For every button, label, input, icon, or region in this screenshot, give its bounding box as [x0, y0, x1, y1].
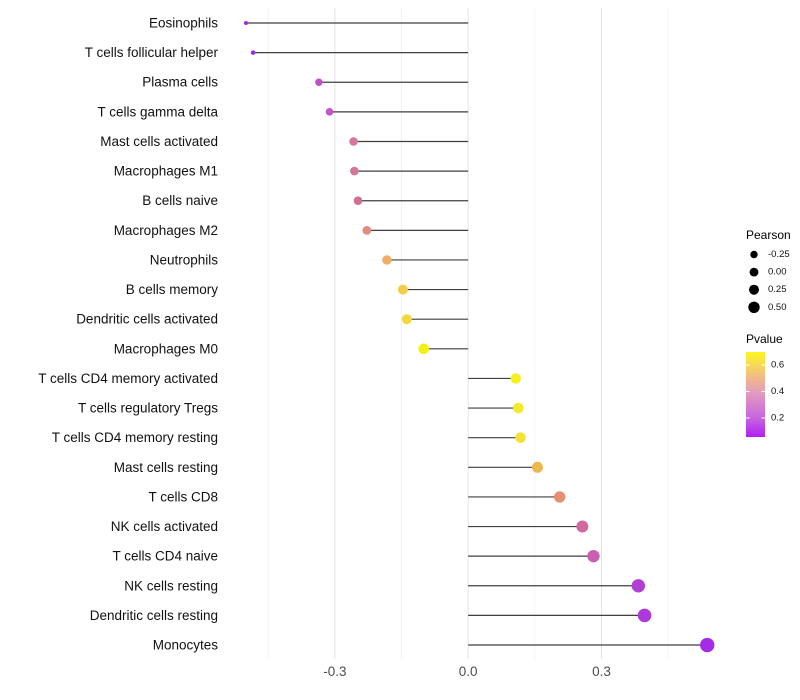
lollipop-row-monocytes: Monocytes	[153, 638, 715, 653]
data-point-mast-cells-activated	[349, 137, 358, 146]
lollipop-row-b-cells-naive: B cells naive	[142, 193, 469, 208]
data-point-mast-cells-resting	[531, 461, 543, 473]
data-point-eosinophils	[243, 21, 248, 25]
y-axis-label-t-cells-follicular-helper: T cells follicular helper	[85, 45, 219, 60]
lollipop-row-t-cells-regulatory-tregs: T cells regulatory Tregs	[78, 401, 524, 416]
data-point-monocytes	[700, 637, 715, 653]
data-point-b-cells-memory	[397, 284, 408, 295]
legend-color-title: Pvalue	[746, 332, 783, 346]
lollipop-row-dendritic-cells-resting: Dendritic cells resting	[90, 608, 652, 623]
y-axis-label-mast-cells-resting: Mast cells resting	[114, 460, 218, 475]
lollipop-row-dendritic-cells-activated: Dendritic cells activated	[76, 312, 469, 327]
data-point-t-cells-regulatory-tregs	[513, 402, 524, 414]
lollipop-row-neutrophils: Neutrophils	[150, 252, 469, 267]
y-axis-label-macrophages-m1: Macrophages M1	[114, 164, 218, 179]
legend-size-label-0: -0.25	[768, 249, 790, 260]
y-axis-label-dendritic-cells-activated: Dendritic cells activated	[76, 312, 218, 327]
lollipop-row-b-cells-memory: B cells memory	[126, 282, 469, 297]
y-axis-label-t-cells-cd4-memory-activated: T cells CD4 memory activated	[38, 371, 218, 386]
data-point-t-cells-cd4-memory-resting	[515, 432, 526, 443]
y-axis-label-neutrophils: Neutrophils	[150, 252, 219, 267]
legend-size-title: Pearson	[746, 228, 791, 242]
y-axis-label-b-cells-memory: B cells memory	[126, 282, 219, 297]
y-axis-label-nk-cells-activated: NK cells activated	[111, 519, 218, 534]
legend-color-label-0: 0.6	[771, 360, 784, 371]
legend-size-swatch-2	[749, 284, 759, 295]
x-axis-tick--0.3: -0.3	[323, 664, 346, 679]
data-point-t-cells-follicular-helper	[250, 50, 256, 55]
legend-size-swatch-1	[749, 267, 759, 277]
legend-size-pearson: Pearson -0.25 0.00 0.25 0.50	[746, 228, 791, 313]
y-axis-label-t-cells-cd4-memory-resting: T cells CD4 memory resting	[52, 430, 218, 445]
legend-color-label-2: 0.2	[771, 412, 784, 423]
legend-size-label-1: 0.00	[768, 267, 787, 278]
data-point-macrophages-m1	[350, 166, 359, 176]
lollipop-row-t-cells-cd4-memory-activated: T cells CD4 memory activated	[38, 371, 521, 386]
lollipop-row-t-cells-cd4-naive: T cells CD4 naive	[112, 549, 600, 564]
y-axis-label-t-cells-cd8: T cells CD8	[148, 489, 218, 504]
y-axis-label-macrophages-m2: Macrophages M2	[114, 223, 218, 238]
data-point-t-cells-cd8	[554, 491, 566, 503]
legend-size-swatch-0	[750, 250, 758, 259]
y-axis-label-plasma-cells: Plasma cells	[142, 75, 218, 90]
data-point-macrophages-m0	[418, 343, 430, 355]
y-axis-label-t-cells-gamma-delta: T cells gamma delta	[97, 104, 218, 119]
data-point-neutrophils	[382, 255, 392, 265]
legend-size-label-2: 0.25	[768, 284, 787, 295]
lollipop-row-t-cells-cd8: T cells CD8	[148, 489, 566, 504]
lollipop-row-macrophages-m1: Macrophages M1	[114, 164, 469, 179]
data-point-t-cells-gamma-delta	[325, 108, 334, 116]
data-point-nk-cells-activated	[576, 520, 589, 533]
x-axis-tick-0.3: 0.3	[592, 664, 611, 679]
y-axis-label-b-cells-naive: B cells naive	[142, 193, 218, 208]
data-point-plasma-cells	[315, 78, 323, 86]
y-axis-label-monocytes: Monocytes	[153, 638, 219, 653]
lollipop-row-mast-cells-activated: Mast cells activated	[100, 134, 469, 149]
data-point-nk-cells-resting	[631, 579, 646, 593]
data-point-macrophages-m2	[362, 225, 372, 235]
data-point-dendritic-cells-resting	[637, 608, 652, 623]
data-point-t-cells-cd4-memory-activated	[510, 373, 521, 384]
legend-size-label-3: 0.50	[768, 302, 787, 313]
x-axis-tick-0.0: 0.0	[459, 664, 478, 679]
y-axis-label-nk-cells-resting: NK cells resting	[124, 578, 218, 593]
data-point-b-cells-naive	[353, 196, 363, 206]
lollipop-row-macrophages-m2: Macrophages M2	[114, 223, 469, 238]
lollipop-row-t-cells-gamma-delta: T cells gamma delta	[97, 104, 469, 119]
legend-size-swatch-3	[748, 301, 760, 313]
lollipop-row-t-cells-follicular-helper: T cells follicular helper	[85, 45, 469, 60]
legend-color-pvalue: Pvalue 0.6 0.4 0.2	[746, 332, 784, 437]
data-point-t-cells-cd4-naive	[587, 549, 600, 563]
y-axis-label-macrophages-m0: Macrophages M0	[114, 341, 218, 356]
lollipop-row-plasma-cells: Plasma cells	[142, 75, 469, 90]
y-axis-label-mast-cells-activated: Mast cells activated	[100, 134, 218, 149]
legend-color-label-1: 0.4	[771, 386, 784, 397]
lollipop-row-nk-cells-activated: NK cells activated	[111, 519, 589, 534]
lollipop-row-eosinophils: Eosinophils	[149, 16, 469, 31]
lollipop-row-macrophages-m0: Macrophages M0	[114, 341, 469, 356]
lollipop-row-t-cells-cd4-memory-resting: T cells CD4 memory resting	[52, 430, 526, 445]
lollipop-row-mast-cells-resting: Mast cells resting	[114, 460, 543, 475]
y-axis-label-t-cells-cd4-naive: T cells CD4 naive	[112, 549, 218, 564]
lollipop-row-nk-cells-resting: NK cells resting	[124, 578, 646, 593]
legend-color-bar	[746, 352, 765, 437]
y-axis-label-dendritic-cells-resting: Dendritic cells resting	[90, 608, 218, 623]
data-point-dendritic-cells-activated	[401, 314, 412, 325]
y-axis-label-eosinophils: Eosinophils	[149, 16, 218, 31]
y-axis-label-t-cells-regulatory-tregs: T cells regulatory Tregs	[78, 401, 218, 416]
